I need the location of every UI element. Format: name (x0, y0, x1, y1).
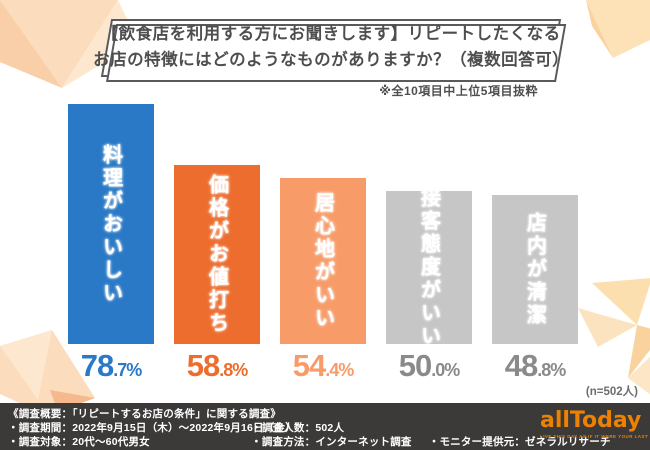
decor-triangle (586, 0, 650, 58)
survey-overview: 《調査概要：「リピートするお店の条件」に関する調査》 (8, 408, 281, 420)
survey-monitor: ・モニター提供元：ゼネラルリサーチ (428, 435, 611, 448)
bar-value-decimal: .0% (431, 360, 460, 380)
bar-value-integer: 48 (504, 348, 538, 383)
bar-group: 価格がお値打ち 58.8% (174, 104, 260, 386)
bar-value-integer: 58 (186, 348, 220, 383)
bar-group: 料理がおいしい 78.7% (68, 104, 154, 386)
bar-group: 接客態度がいい 50.0% (386, 104, 472, 386)
bar-value-label: 54.4% (292, 344, 355, 386)
bar-category-label: 居心地がいい (311, 192, 334, 330)
decor-triangle (0, 0, 62, 88)
bar-value-integer: 50 (398, 348, 432, 383)
alltoday-logo: allToday LIVE THIS DAY AS IF IT WERE YOU… (540, 408, 649, 440)
bar-value-label: 78.7% (80, 344, 143, 386)
bar-group: 店内が清潔 48.8% (492, 104, 578, 386)
sample-size-note: (n=502人) (585, 386, 638, 398)
bar-value-decimal: .7% (113, 360, 142, 380)
bar-category-label: 価格がお値打ち (205, 174, 228, 335)
survey-people: ・調査人数：502人 (251, 421, 345, 434)
chart-note: ※全10項目中上位5項目抜粋 (379, 84, 538, 98)
bar-value-decimal: .4% (325, 360, 354, 380)
survey-period: ・調査期間：2022年9月15日（木）～2022年9月16日（金） (8, 421, 296, 434)
bar-value-decimal: .8% (537, 360, 566, 380)
bar-value-label: 48.8% (504, 344, 567, 386)
alltoday-logo-tagline: LIVE THIS DAY AS IF IT WERE YOUR LAST (540, 434, 649, 439)
page-title-line1: 【飲食店を利用する方にお聞きします】リピートしたくなる (101, 25, 561, 44)
survey-method: ・調査方法：インターネット調査 (251, 435, 412, 448)
bar: 価格がお値打ち (174, 165, 260, 344)
bar-value-label: 58.8% (186, 344, 249, 386)
bar: 店内が清潔 (492, 195, 578, 344)
survey-footer: 《調査概要：「リピートするお店の条件」に関する調査》 ・調査期間：2022年9月… (0, 403, 650, 450)
bar-value-integer: 54 (292, 348, 326, 383)
decor-triangle (592, 278, 650, 325)
bar: 料理がおいしい (68, 104, 154, 344)
decor-triangle (628, 325, 650, 378)
bar-value-label: 50.0% (398, 344, 461, 386)
bar-category-label: 店内が清潔 (523, 212, 546, 327)
bar-value-decimal: .8% (219, 360, 248, 380)
bar: 接客態度がいい (386, 187, 472, 348)
decor-triangle (0, 0, 118, 88)
alltoday-logo-text: allToday (540, 408, 642, 433)
page-title: 【飲食店を利用する方にお聞きします】リピートしたくなる お店の特徴にはどのような… (93, 22, 569, 73)
bar-category-label: 接客態度がいい (417, 187, 440, 348)
decor-triangle (586, 0, 613, 58)
decor-triangle (628, 356, 650, 395)
page-title-line2: お店の特徴にはどのようなものがありますか？（複数回答可） (93, 51, 569, 69)
bar-category-label: 料理がおいしい (99, 143, 122, 305)
decor-triangle (578, 308, 637, 347)
title-box: 【飲食店を利用する方にお聞きします】リピートしたくなる お店の特徴にはどのような… (93, 19, 569, 77)
decor-triangle (0, 330, 52, 400)
bar: 居心地がいい (280, 178, 366, 344)
bar-value-integer: 78 (80, 348, 114, 383)
survey-target: ・調査対象：20代～60代男女 (8, 435, 150, 448)
bar-group: 居心地がいい 54.4% (280, 104, 366, 386)
